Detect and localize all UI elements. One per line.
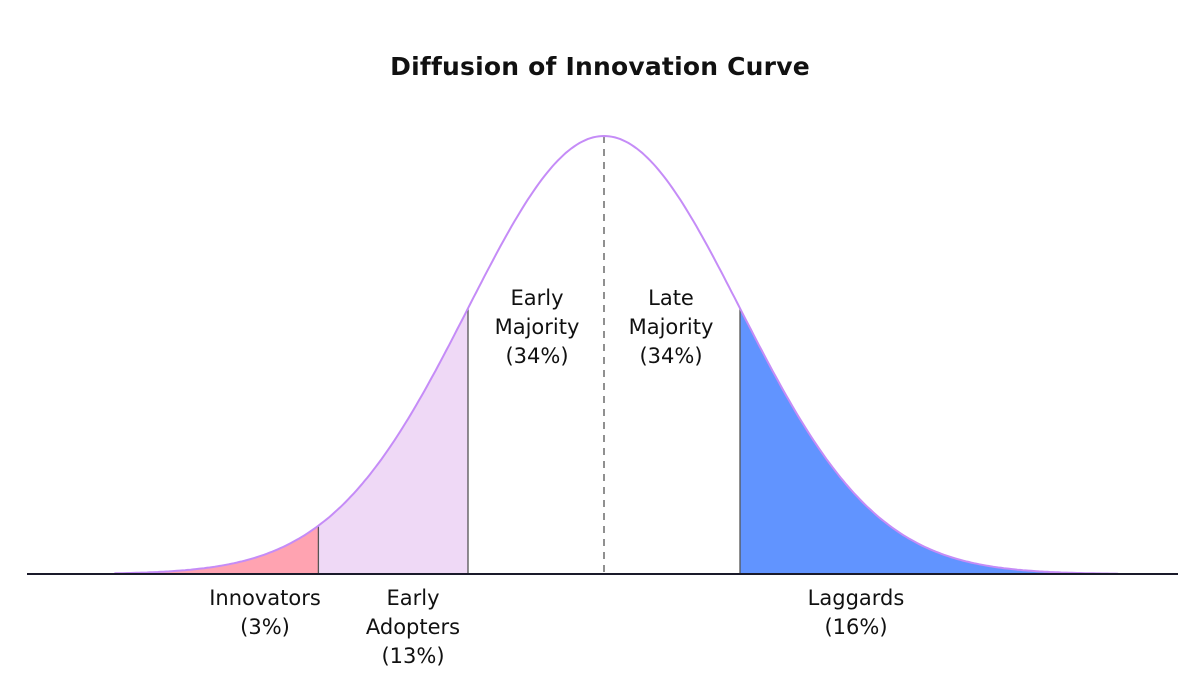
label-laggards-percent: (16%) (824, 615, 888, 639)
label-early-adopters-line1: Early (386, 586, 440, 610)
label-early-majority-line1: Early (510, 286, 564, 310)
label-early-adopters-percent: (13%) (381, 644, 445, 668)
label-late-majority-line1: Late (648, 286, 694, 310)
label-late-majority-percent: (34%) (639, 344, 703, 368)
label-early-adopters-line2: Adopters (365, 615, 461, 639)
bell-curve-line (114, 134, 1119, 575)
label-early-majority: Early Majority (34%) (447, 284, 627, 371)
segment-area-early-adopters (318, 308, 468, 574)
label-innovators: Innovators (3%) (175, 584, 355, 642)
segment-area-late-majority (604, 136, 740, 574)
label-early-adopters: Early Adopters (13%) (323, 584, 503, 671)
label-late-majority-line2: Majority (628, 315, 714, 339)
label-laggards: Laggards (16%) (766, 584, 946, 642)
segment-area-laggards (740, 308, 1148, 574)
label-early-majority-line2: Majority (494, 315, 580, 339)
label-late-majority: Late Majority (34%) (581, 284, 761, 371)
label-innovators-percent: (3%) (240, 615, 290, 639)
segment-area-innovators (60, 525, 319, 574)
label-laggards-name: Laggards (807, 586, 905, 610)
chart-title: Diffusion of Innovation Curve (390, 52, 810, 81)
segment-area-early-majority (468, 136, 604, 574)
label-early-majority-percent: (34%) (505, 344, 569, 368)
label-innovators-name: Innovators (209, 586, 321, 610)
